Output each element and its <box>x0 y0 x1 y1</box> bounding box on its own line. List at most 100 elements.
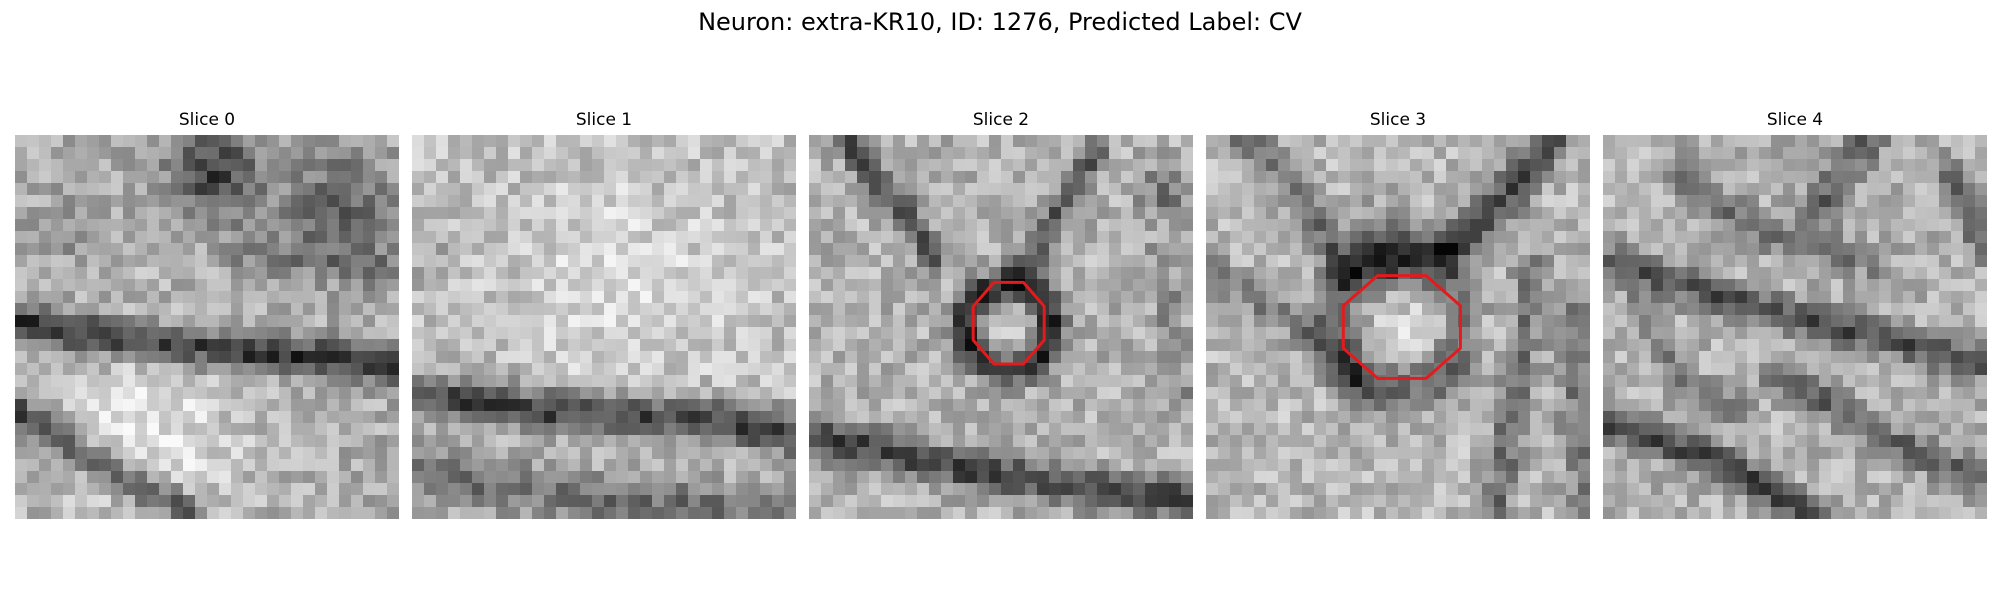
slice-pixel <box>1458 483 1471 496</box>
slice-pixel <box>1903 267 1916 280</box>
slice-pixel <box>748 267 761 280</box>
slice-pixel <box>616 411 629 424</box>
slice-pixel <box>291 243 304 256</box>
slice-pixel <box>809 399 822 412</box>
slice-pixel <box>1482 291 1495 304</box>
slice-pixel <box>1663 399 1676 412</box>
slice-pixel <box>532 387 545 400</box>
slice-pixel <box>520 159 533 172</box>
slice-pixel <box>1169 435 1182 448</box>
slice-pixel <box>1927 447 1940 460</box>
slice-pixel <box>1843 411 1856 424</box>
slice-pixel <box>219 447 232 460</box>
slice-pixel <box>700 207 713 220</box>
slice-pixel <box>1314 147 1327 160</box>
slice-pixel <box>375 171 388 184</box>
slice-pixel <box>1879 135 1892 148</box>
slice-pixel <box>460 207 473 220</box>
slice-pixel <box>484 159 497 172</box>
slice-pixel <box>1374 171 1387 184</box>
slice-pixel <box>1554 351 1567 364</box>
slice-pixel <box>1807 135 1820 148</box>
slice-pixel <box>159 291 172 304</box>
slice-pixel <box>1867 351 1880 364</box>
slice-pixel <box>1446 231 1459 244</box>
slice-pixel <box>508 267 521 280</box>
slice-pixel <box>965 183 978 196</box>
slice-pixel <box>1939 363 1952 376</box>
slice-pixel <box>1386 327 1399 340</box>
slice-pixel <box>279 147 292 160</box>
slice-pixel <box>1566 135 1579 148</box>
slice-pixel <box>1422 507 1435 519</box>
slice-pixel <box>1759 291 1772 304</box>
slice-pixel <box>111 255 124 268</box>
slice-pixel <box>1494 279 1507 292</box>
slice-pixel <box>736 255 749 268</box>
slice-pixel <box>1206 279 1219 292</box>
slice-pixel <box>219 351 232 364</box>
slice-pixel <box>1639 339 1652 352</box>
slice-pixel <box>1939 315 1952 328</box>
slice-pixel <box>1603 291 1616 304</box>
slice-pixel <box>1350 471 1363 484</box>
slice-pixel <box>760 243 773 256</box>
slice-pixel <box>243 327 256 340</box>
slice-pixel <box>929 219 942 232</box>
slice-pixel <box>1795 231 1808 244</box>
slice-pixel <box>27 483 40 496</box>
slice-pixel <box>712 207 725 220</box>
slice-pixel <box>460 435 473 448</box>
slice-pixel <box>1783 291 1796 304</box>
slice-pixel <box>1578 147 1590 160</box>
slice-pixel <box>1133 507 1146 519</box>
slice-pixel <box>1121 351 1134 364</box>
slice-pixel <box>604 303 617 316</box>
slice-pixel <box>147 315 160 328</box>
slice-pixel <box>688 267 701 280</box>
slice-pixel <box>1639 351 1652 364</box>
slice-pixel <box>315 387 328 400</box>
slice-pixel <box>448 327 461 340</box>
slice-pixel <box>1025 147 1038 160</box>
slice-pixel <box>1206 363 1219 376</box>
slice-pixel <box>664 195 677 208</box>
slice-pixel <box>1783 195 1796 208</box>
slice-pixel <box>1506 435 1519 448</box>
slice-pixel <box>472 447 485 460</box>
slice-pixel <box>448 375 461 388</box>
slice-pixel <box>448 159 461 172</box>
slice-pixel <box>748 135 761 148</box>
slice-pixel <box>363 459 376 472</box>
slice-pixel <box>1482 399 1495 412</box>
slice-pixel <box>159 327 172 340</box>
slice-pixel <box>845 447 858 460</box>
slice-pixel <box>1566 459 1579 472</box>
slice-pixel <box>291 399 304 412</box>
slice-pixel <box>412 231 425 244</box>
slice-pixel <box>424 363 437 376</box>
slice-pixel <box>1639 243 1652 256</box>
slice-pixel <box>1206 207 1219 220</box>
slice-pixel <box>387 231 399 244</box>
slice-pixel <box>111 267 124 280</box>
slice-pixel <box>1362 207 1375 220</box>
slice-pixel <box>616 315 629 328</box>
slice-pixel <box>1795 279 1808 292</box>
slice-pixel <box>1627 315 1640 328</box>
slice-pixel <box>339 411 352 424</box>
slice-pixel <box>881 483 894 496</box>
slice-pixel <box>833 159 846 172</box>
slice-pixel <box>580 351 593 364</box>
slice-pixel <box>760 279 773 292</box>
slice-pixel <box>1085 255 1098 268</box>
slice-pixel <box>1230 375 1243 388</box>
slice-pixel <box>821 255 834 268</box>
slice-pixel <box>255 411 268 424</box>
slice-pixel <box>1927 315 1940 328</box>
slice-pixel <box>1266 171 1279 184</box>
slice-pixel <box>1037 171 1050 184</box>
slice-pixel <box>1951 255 1964 268</box>
slice-pixel <box>1181 387 1193 400</box>
slice-pixel <box>1975 183 1987 196</box>
